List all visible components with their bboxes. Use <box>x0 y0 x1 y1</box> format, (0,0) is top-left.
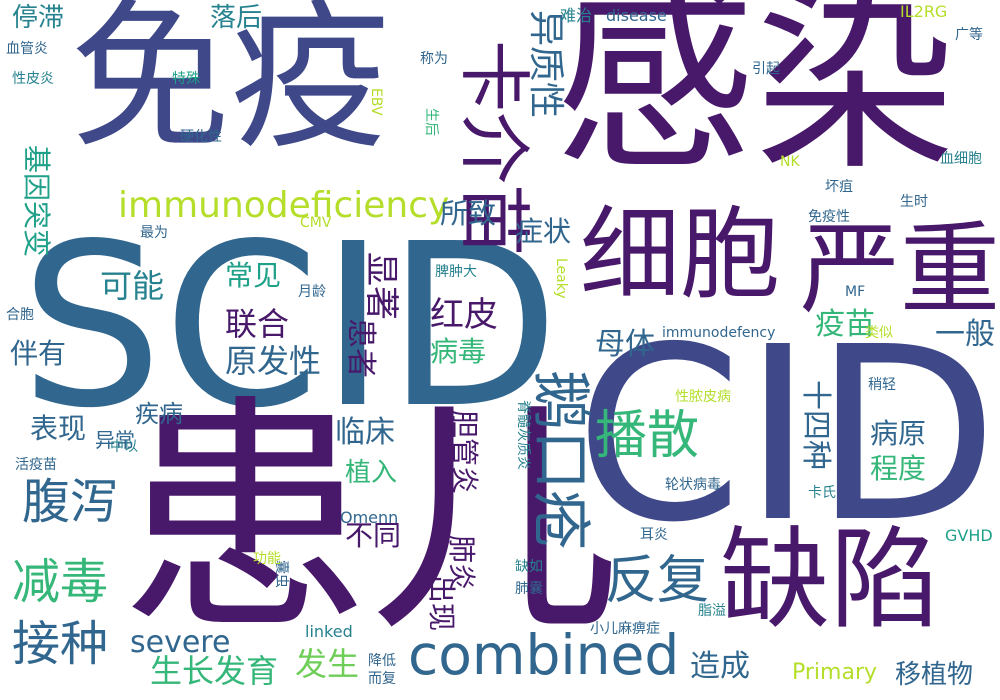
word: 母体 <box>595 327 655 362</box>
word: 常见 <box>225 259 282 292</box>
word: 植入 <box>345 458 398 488</box>
word: 疾病 <box>135 400 183 428</box>
word: 硬化性 <box>180 129 222 145</box>
word: 坏疽 <box>825 179 853 195</box>
word: 严重 <box>800 211 1000 328</box>
word: 中以 <box>110 439 138 455</box>
word: Leaky <box>553 258 569 299</box>
word: 疫苗 <box>815 307 875 342</box>
word: disease <box>606 6 667 25</box>
word: MF <box>845 284 866 300</box>
word: 最为 <box>140 225 168 241</box>
word: 而复 <box>368 671 396 687</box>
word: linked <box>305 622 353 641</box>
word: 引起 <box>752 61 780 77</box>
word: 稍轻 <box>868 377 896 393</box>
word: 耳炎 <box>640 527 668 543</box>
word: 脾肿大 <box>435 264 477 280</box>
word: 广等 <box>955 27 983 43</box>
word: 停滞 <box>12 3 65 33</box>
word: 表现 <box>30 412 87 445</box>
word: 胆管炎 <box>448 410 481 495</box>
word: 性脓皮病 <box>675 389 731 405</box>
word: 特殊 <box>172 71 200 87</box>
word: 异常 <box>95 428 135 452</box>
word: 感染 <box>555 0 956 198</box>
word: 减毒 <box>12 554 109 610</box>
word: 小儿麻痹症 <box>590 621 660 637</box>
word: 患儿 <box>120 374 620 665</box>
word: 降低 <box>368 653 396 669</box>
word: immunodefency <box>662 325 776 341</box>
word: 伴有 <box>10 337 67 370</box>
word: 移植物 <box>895 660 974 690</box>
word: 出现 <box>425 575 458 632</box>
word: 性皮炎 <box>12 71 54 87</box>
word: EBV <box>368 88 384 116</box>
word: 血管炎 <box>6 41 48 57</box>
word: 缺陷 <box>720 516 940 644</box>
word: SCID <box>20 196 560 458</box>
word: 症状 <box>515 215 572 248</box>
word: 活疫苗 <box>15 457 57 473</box>
word: 月龄 <box>298 284 326 300</box>
word: 卡氏 <box>808 485 836 501</box>
word: 生时 <box>900 194 928 210</box>
word: 免疫性 <box>808 209 850 225</box>
word: 病毒 <box>430 335 487 368</box>
word: 红皮 <box>430 295 498 335</box>
word: 患者 <box>343 318 378 378</box>
word: 可能 <box>100 267 165 305</box>
word: 造成 <box>690 649 750 684</box>
word: 鹅口疮 <box>525 370 595 550</box>
word: combined <box>408 623 680 687</box>
word: 称为 <box>420 51 448 67</box>
word: 功能 <box>253 551 281 567</box>
word: CMV <box>300 215 332 231</box>
word: 血细胞 <box>940 151 982 167</box>
word: 播散 <box>595 406 700 466</box>
word: 接种 <box>12 616 109 672</box>
word: Primary <box>792 660 878 685</box>
word: NK <box>780 154 800 170</box>
word: 落后 <box>210 3 263 33</box>
word: Omenn <box>340 508 399 527</box>
word: 十四种 <box>798 380 833 470</box>
word: 免疫 <box>70 0 391 171</box>
word: 一般 <box>935 317 995 352</box>
word: 类似 <box>865 325 893 341</box>
word: 异质性 <box>525 10 566 119</box>
word: 轮状病毒 <box>665 477 721 493</box>
word: severe <box>130 625 231 660</box>
word: 联合 <box>225 305 290 343</box>
word: 显著 <box>361 252 401 320</box>
word: 难治 <box>560 6 593 25</box>
word: 肺囊 <box>515 581 543 597</box>
word: 不同 <box>345 519 402 552</box>
word: GVHD <box>945 526 993 545</box>
word: 细胞 <box>580 196 780 313</box>
word: 生长发育 <box>150 652 279 690</box>
word: 病原 <box>870 417 927 450</box>
word: 原发性 <box>225 342 322 380</box>
word: 程度 <box>870 452 927 485</box>
word: IL2RG <box>900 2 948 21</box>
word: CID <box>575 295 999 575</box>
word: 合胞 <box>6 307 34 323</box>
word: 脂溢 <box>698 603 726 619</box>
word: 临床 <box>335 415 395 450</box>
word: 所致 <box>440 197 497 230</box>
word: 反复 <box>605 551 710 611</box>
word: 缺如 <box>515 559 543 575</box>
word: 脊髓灰质炎 <box>515 400 531 470</box>
word: 基因突变 <box>20 145 53 258</box>
word: 腹泻 <box>22 474 119 530</box>
word: 生后 <box>423 108 439 136</box>
word: 发生 <box>295 645 360 683</box>
word: immunodeficiency <box>118 185 450 226</box>
